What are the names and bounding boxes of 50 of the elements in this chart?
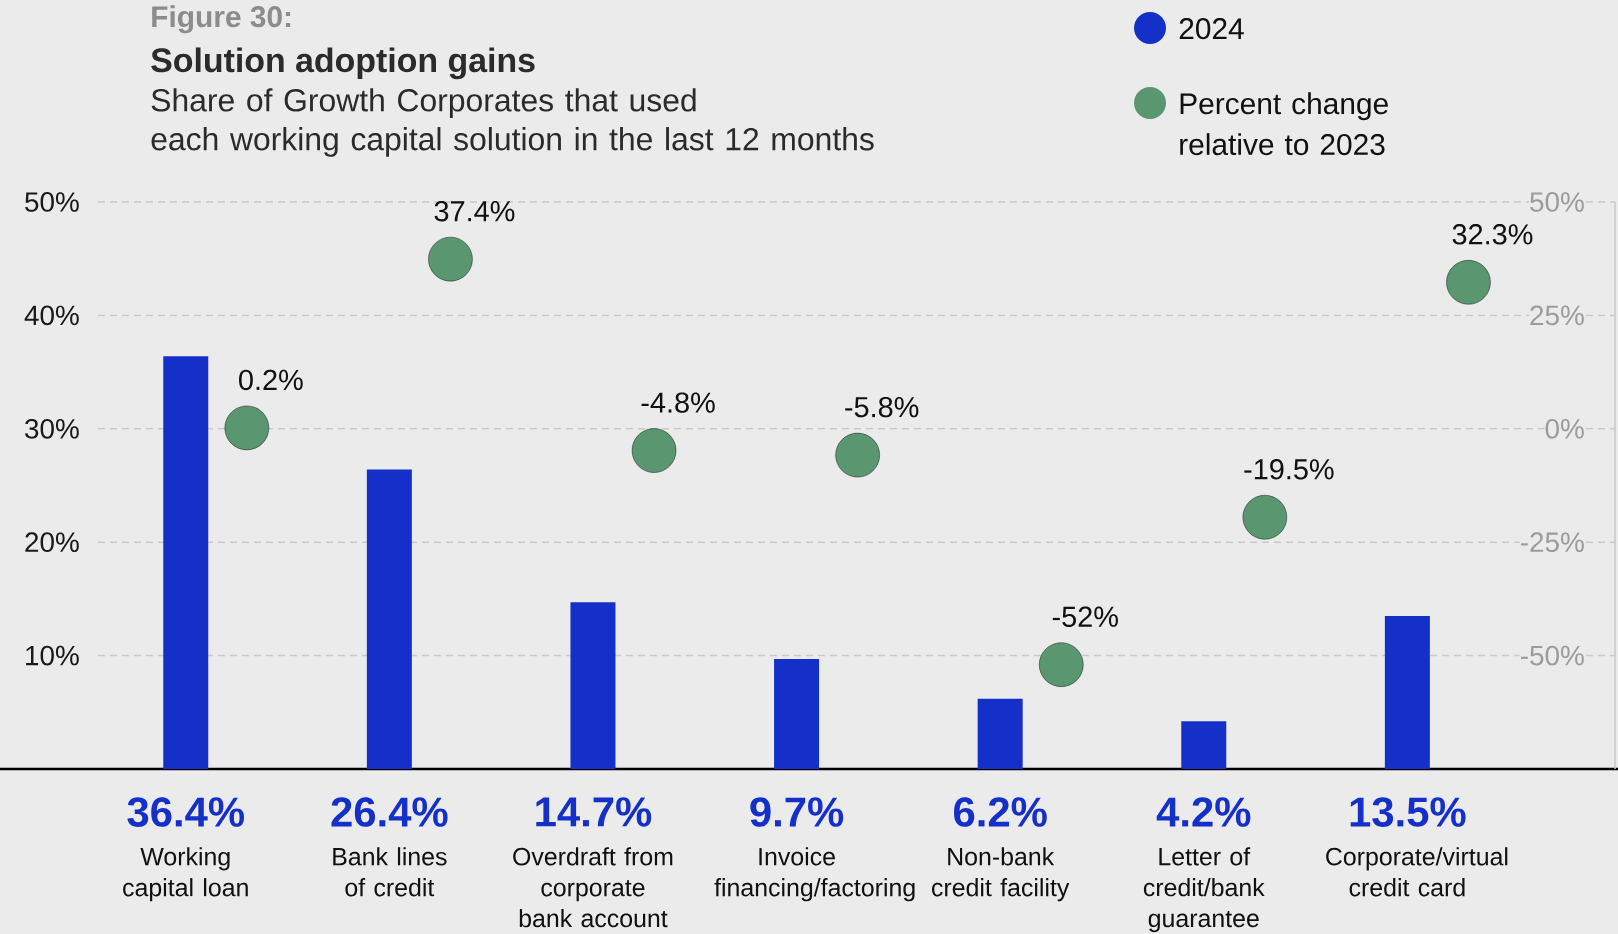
x-tick-label: Corporate/virtual credit card bbox=[1326, 847, 1508, 897]
bar bbox=[977, 698, 1023, 769]
y-tick-label: 20% bbox=[25, 532, 79, 553]
data-label: 36.4% bbox=[127, 797, 244, 827]
y2-tick-label: 50% bbox=[1530, 192, 1584, 212]
bar bbox=[774, 659, 820, 769]
legend-label: Percent change relative to 2023 bbox=[1180, 92, 1388, 156]
data-label: 4.2% bbox=[1156, 797, 1251, 827]
y-tick-label: 10% bbox=[26, 645, 79, 666]
data-label: 14.7% bbox=[536, 797, 652, 827]
data-label: 13.5% bbox=[1350, 797, 1466, 827]
data-label: -19.5% bbox=[1244, 459, 1334, 480]
x-tick-label: Overdraft from corporate bank account bbox=[513, 847, 673, 928]
x-tick-label: Bank lines of credit bbox=[333, 847, 447, 897]
data-label: -4.8% bbox=[641, 392, 715, 413]
point bbox=[835, 432, 880, 478]
bar bbox=[1181, 721, 1227, 769]
data-label: 0.2% bbox=[239, 369, 303, 391]
x-tick-label: Non-bank credit facility bbox=[932, 847, 1070, 902]
y2-tick-label: 25% bbox=[1530, 305, 1584, 326]
y2-tick-label: -50% bbox=[1520, 645, 1584, 666]
x-tick-label: Working capital loan bbox=[123, 847, 248, 902]
data-label: 37.4% bbox=[434, 200, 515, 222]
point bbox=[631, 428, 677, 473]
y2-tick-label: 0% bbox=[1545, 418, 1584, 439]
x-tick-label: Invoice financing/factoring bbox=[714, 847, 915, 902]
y-tick-label: 50% bbox=[25, 192, 79, 212]
data-label: -5.8% bbox=[845, 396, 919, 418]
point bbox=[224, 405, 270, 451]
data-label: 6.2% bbox=[954, 797, 1047, 827]
point bbox=[428, 236, 473, 282]
bar bbox=[366, 469, 412, 769]
data-label: 26.4% bbox=[331, 797, 448, 827]
y2-tick-label: -25% bbox=[1520, 532, 1584, 553]
x-tick-label: Letter of credit/bank guarantee bbox=[1143, 847, 1265, 933]
legend-label: 2024 bbox=[1179, 18, 1244, 40]
caption: Figure 30: bbox=[152, 5, 291, 34]
data-label: 9.7% bbox=[750, 797, 844, 827]
bar bbox=[1384, 615, 1430, 769]
chart-subtitle: Share of Growth Corporates that used each working capital solution in the last 12 months bbox=[151, 88, 874, 157]
point bbox=[1242, 495, 1288, 540]
y-tick-label: 40% bbox=[24, 305, 79, 326]
data-label: -52% bbox=[1052, 606, 1118, 627]
y-tick-label: 30% bbox=[25, 418, 79, 439]
bar bbox=[570, 602, 616, 769]
point bbox=[1039, 642, 1084, 687]
data-label: 32.3% bbox=[1452, 224, 1533, 245]
chart-title: Solution adoption gains bbox=[151, 47, 535, 80]
bar bbox=[163, 356, 209, 769]
point bbox=[1446, 260, 1491, 305]
